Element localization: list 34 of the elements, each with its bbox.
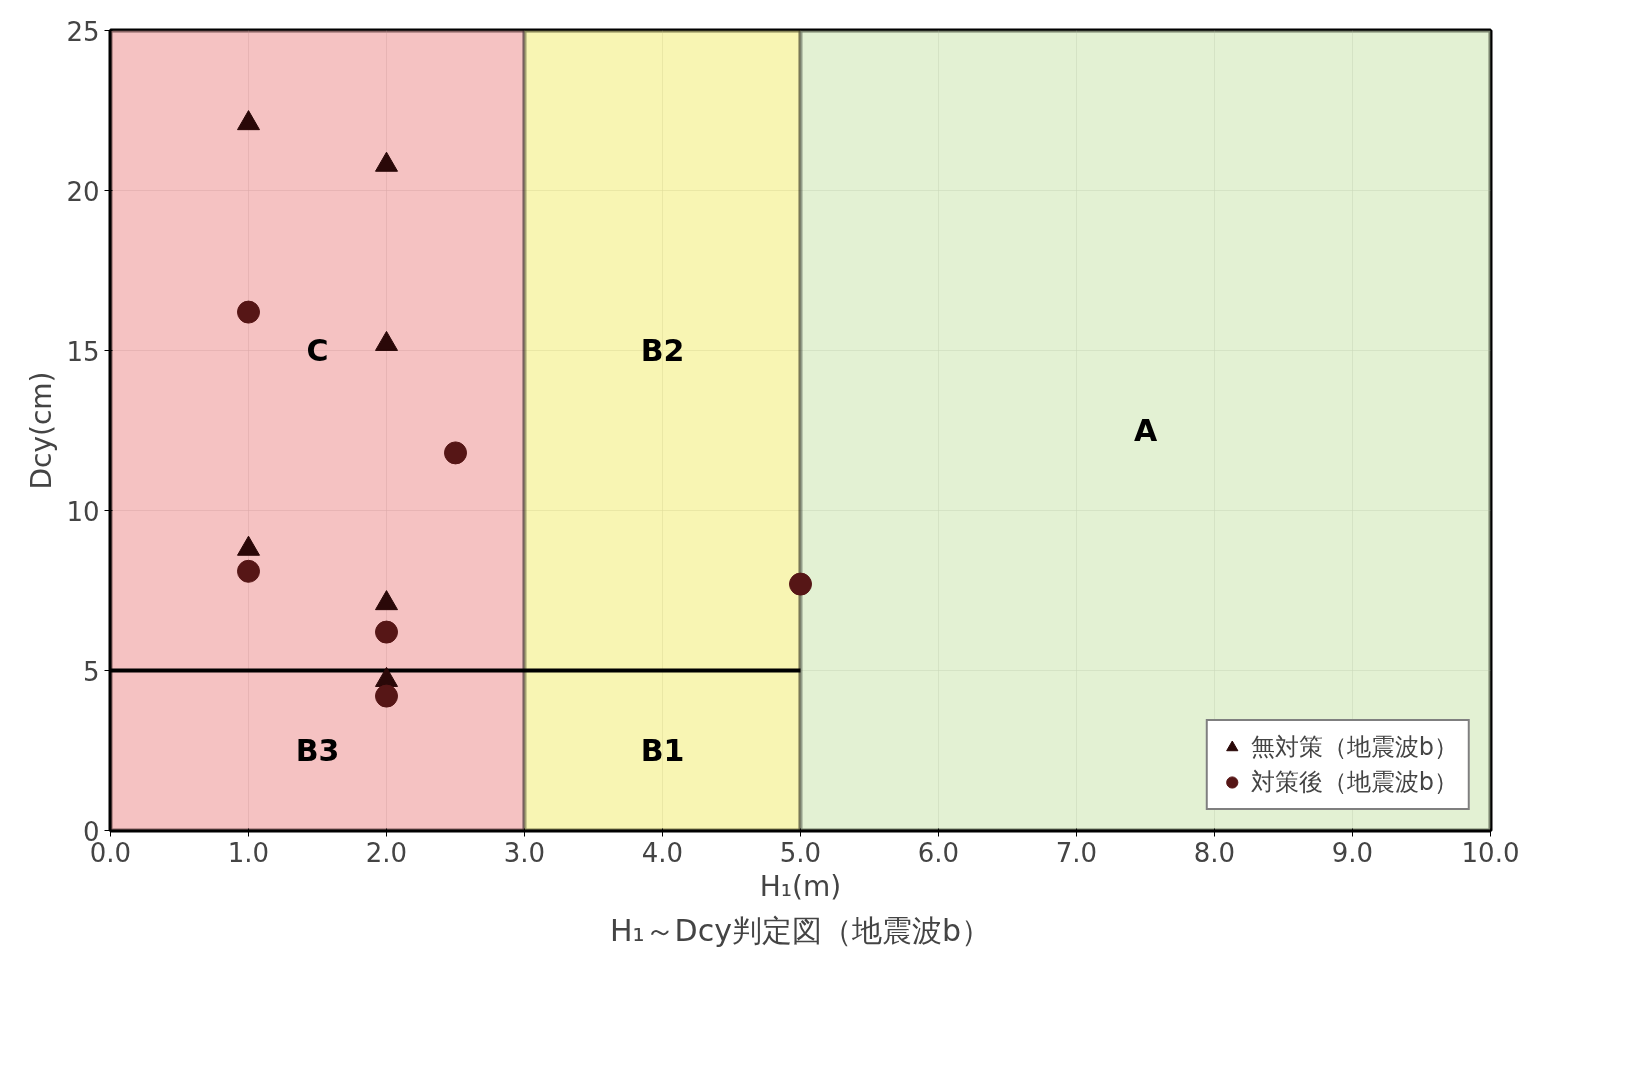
- text: H₁～Dcy判定図（地震波b）: [610, 912, 991, 948]
- x-tick-label: 5.0: [779, 837, 822, 868]
- y-tick-label: 5: [82, 656, 100, 687]
- x-tick-label: 1.0: [227, 837, 270, 868]
- x-tick-label: 7.0: [1055, 837, 1098, 868]
- point: [375, 684, 398, 708]
- annotation: B3: [295, 733, 340, 768]
- x-tick-label: 9.0: [1331, 837, 1374, 868]
- x-tick-label: 8.0: [1193, 837, 1236, 868]
- point: [375, 620, 398, 644]
- x-tick-label: 4.0: [641, 837, 684, 868]
- point: [789, 572, 812, 596]
- point: [237, 300, 260, 324]
- x-axis-title: H₁(m): [759, 869, 842, 903]
- point: [237, 559, 260, 583]
- legend-label: 無対策（地震波b）: [1250, 732, 1458, 763]
- y-tick-label: 25: [66, 16, 100, 47]
- x-tick-label: 2.0: [365, 837, 408, 868]
- y-tick-label: 15: [66, 336, 100, 367]
- annotation: B1: [640, 733, 685, 768]
- x-tick-label: 6.0: [917, 837, 960, 868]
- annotation: B2: [640, 333, 685, 368]
- annotation: A: [1133, 413, 1158, 448]
- x-tick-label: 3.0: [503, 837, 546, 868]
- point: [237, 110, 260, 131]
- y-axis-title: Dcy(cm): [25, 371, 59, 490]
- point: [375, 151, 398, 172]
- point: [375, 330, 398, 351]
- x-tick-label: 10.0: [1461, 837, 1520, 868]
- y-tick-label: 10: [66, 496, 100, 527]
- legend-label: 対策後（地震波b）: [1250, 767, 1458, 798]
- point: [444, 441, 467, 465]
- annotation: C: [306, 333, 329, 368]
- y-tick-label: 20: [66, 176, 100, 207]
